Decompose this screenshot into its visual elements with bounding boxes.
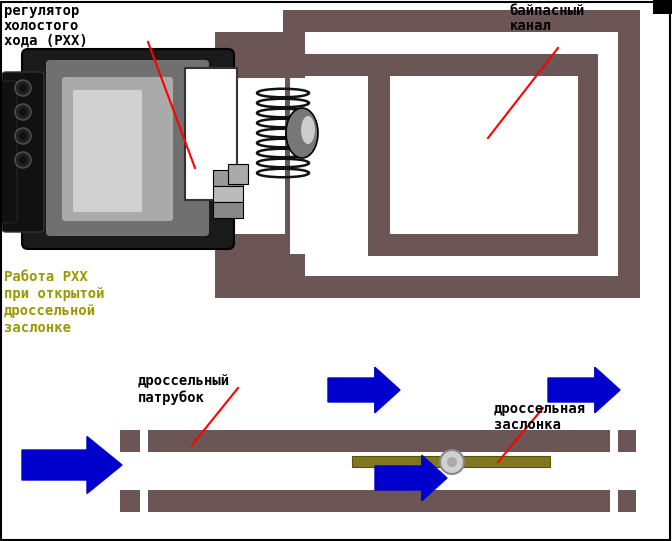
FancyArrow shape <box>22 437 122 493</box>
Bar <box>155 490 592 512</box>
Bar <box>213 202 243 218</box>
Circle shape <box>19 84 27 92</box>
Circle shape <box>19 132 27 140</box>
Bar <box>185 68 237 200</box>
Text: при открытой: при открытой <box>4 287 105 301</box>
Bar <box>120 430 140 452</box>
Bar <box>352 456 550 467</box>
Circle shape <box>19 108 27 116</box>
Bar <box>283 32 305 78</box>
Bar <box>578 54 598 256</box>
Text: дроссельная: дроссельная <box>494 402 586 416</box>
Bar <box>305 78 368 254</box>
Text: байпасный: байпасный <box>510 4 585 18</box>
Bar <box>213 186 243 202</box>
Bar <box>215 32 290 298</box>
Bar <box>222 78 285 234</box>
Bar <box>260 234 285 258</box>
Text: дроссельной: дроссельной <box>4 304 96 318</box>
Circle shape <box>440 450 464 474</box>
Text: холостого: холостого <box>4 19 79 33</box>
Bar <box>618 430 636 452</box>
FancyBboxPatch shape <box>62 77 173 221</box>
Text: заслонка: заслонка <box>494 418 561 432</box>
FancyArrow shape <box>375 455 447 501</box>
Bar <box>618 10 640 298</box>
Circle shape <box>15 104 31 120</box>
Bar <box>120 490 140 512</box>
Bar <box>368 234 598 256</box>
FancyArrow shape <box>548 367 620 413</box>
Bar <box>213 170 243 186</box>
Text: хода (РХХ): хода (РХХ) <box>4 34 88 48</box>
Bar <box>653 0 672 14</box>
Bar <box>592 430 610 452</box>
Bar <box>155 430 592 452</box>
Bar <box>283 10 640 32</box>
Bar <box>592 490 610 512</box>
Circle shape <box>19 156 27 164</box>
Bar <box>390 76 578 234</box>
FancyBboxPatch shape <box>73 90 142 212</box>
Bar <box>283 32 618 276</box>
Text: заслонке: заслонке <box>4 321 71 335</box>
Text: Работа РХХ: Работа РХХ <box>4 270 88 284</box>
Bar <box>148 430 156 452</box>
Bar <box>283 54 598 76</box>
FancyBboxPatch shape <box>2 72 44 232</box>
Bar <box>368 76 390 256</box>
Bar <box>222 32 285 78</box>
Circle shape <box>15 152 31 168</box>
Text: патрубок: патрубок <box>138 390 205 405</box>
Ellipse shape <box>286 108 318 158</box>
Bar <box>228 164 248 184</box>
Bar <box>148 490 156 512</box>
Text: регулятор: регулятор <box>4 4 79 18</box>
Bar <box>283 254 305 276</box>
Text: канал: канал <box>510 19 552 33</box>
Ellipse shape <box>301 116 315 144</box>
FancyArrow shape <box>328 367 400 413</box>
Bar <box>283 276 640 298</box>
FancyBboxPatch shape <box>46 60 209 236</box>
Circle shape <box>15 80 31 96</box>
FancyBboxPatch shape <box>22 49 234 249</box>
FancyBboxPatch shape <box>0 81 17 223</box>
Bar <box>222 234 285 298</box>
Text: дроссельный: дроссельный <box>138 374 230 388</box>
Circle shape <box>15 128 31 144</box>
Circle shape <box>447 457 457 467</box>
Bar <box>618 490 636 512</box>
